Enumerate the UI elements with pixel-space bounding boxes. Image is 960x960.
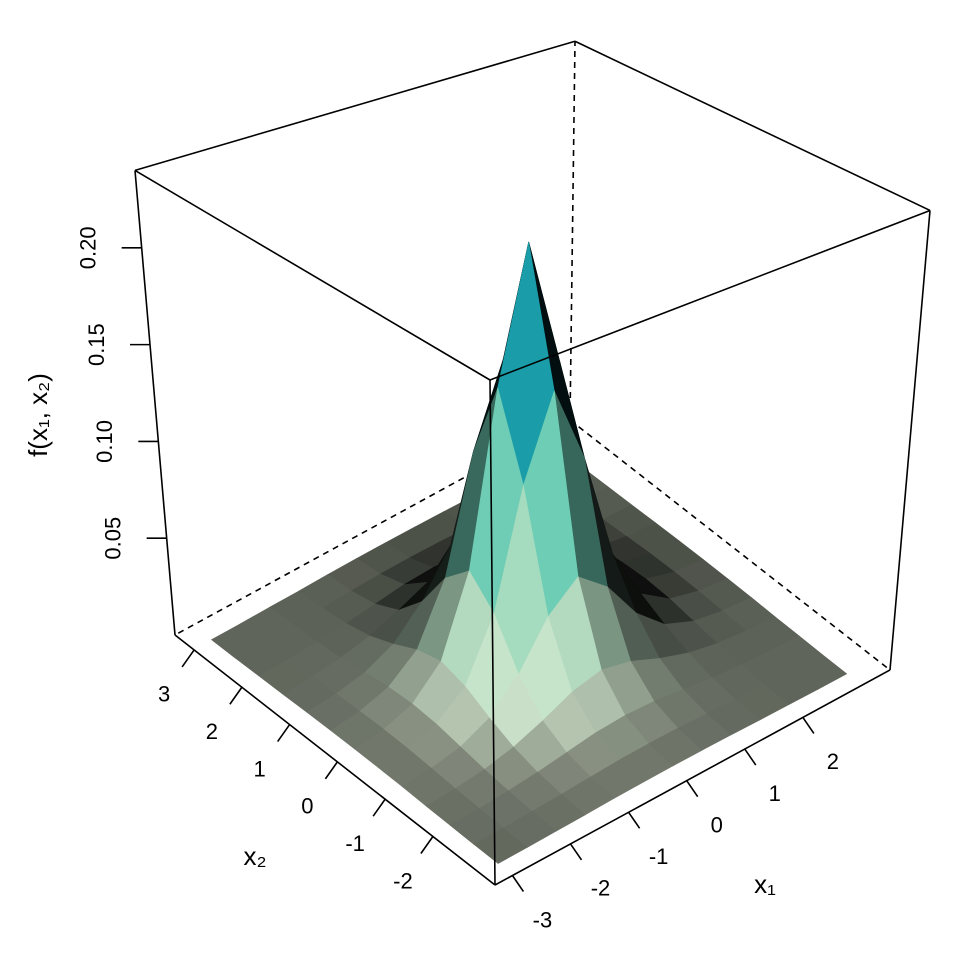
x-tick [802,716,815,734]
x-tick [744,748,757,766]
x-tick-label: 1 [769,781,781,806]
box-front: -3 -2 -1 0 1 2 -2 -1 0 1 2 3 0.05 0.10 0.15 0.20 [75,169,931,932]
z-tick-label: 0.20 [75,226,100,269]
box-edge [489,379,496,886]
box-edge-hidden [569,41,576,421]
y-tick [420,836,434,854]
box-edge [174,634,496,886]
x-tick [686,780,699,798]
box-edge-hidden [174,419,571,636]
x-tick [569,843,583,861]
x-tick [511,875,525,892]
box-edge [134,40,576,172]
box-edge-hidden [569,419,891,671]
y-axis-label: x₂ [243,841,266,871]
y-tick-label: -1 [345,831,365,856]
z-tick-label: 0.10 [92,420,117,463]
surface-facet [473,827,528,864]
z-tick-label: 0.05 [100,517,125,560]
y-tick [324,761,339,780]
z-axis-label: f(x₁, x₂) [23,373,53,457]
y-tick-label: 0 [301,794,313,819]
box-edge [134,170,176,636]
y-tick-label: 1 [254,756,266,781]
y-tick-label: -2 [393,868,413,893]
x-tick-label: -1 [649,844,669,869]
y-tick-label: 2 [206,719,218,744]
box-edge [889,210,931,671]
z-tick-label: 0.15 [84,323,109,366]
x-tick-label: -3 [533,907,553,932]
y-tick [276,724,291,743]
box-edge [134,169,491,381]
surface [210,241,848,864]
x-tick-label: 2 [827,749,839,774]
y-tick [372,798,386,817]
x-axis-label: x₁ [754,869,776,899]
y-tick [229,686,243,705]
x-tick [627,811,641,829]
y-tick [181,649,195,668]
x-tick-label: 0 [711,812,723,837]
box-edge [489,209,931,381]
x-tick-label: -2 [591,876,611,901]
y-tick-label: 3 [158,682,170,707]
box-edge [494,669,891,886]
box-edge [574,40,931,212]
